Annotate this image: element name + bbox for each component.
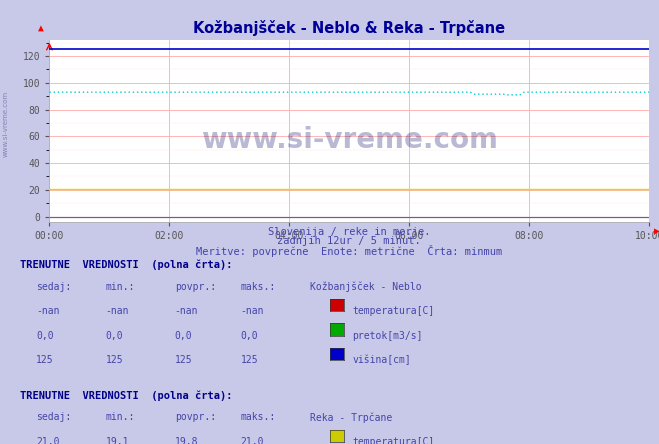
Text: ▶: ▶ [654, 226, 659, 236]
Text: povpr.:: povpr.: [175, 412, 215, 423]
Text: 0,0: 0,0 [36, 330, 54, 341]
Text: Meritve: povprečne  Enote: metrične  Črta: minmum: Meritve: povprečne Enote: metrične Črta:… [196, 245, 502, 257]
Text: povpr.:: povpr.: [175, 282, 215, 292]
Text: zadnjih 12ur / 5 minut.: zadnjih 12ur / 5 minut. [277, 236, 421, 246]
Text: www.si-vreme.com: www.si-vreme.com [201, 126, 498, 154]
Text: 19,1: 19,1 [105, 437, 129, 444]
Text: Kožbanjšček - Neblo & Reka - Trpčane: Kožbanjšček - Neblo & Reka - Trpčane [193, 20, 505, 36]
Text: -nan: -nan [105, 306, 129, 316]
Text: Slovenija / reke in morje.: Slovenija / reke in morje. [268, 227, 430, 238]
Text: 21,0: 21,0 [36, 437, 60, 444]
Text: temperatura[C]: temperatura[C] [353, 437, 435, 444]
Text: temperatura[C]: temperatura[C] [353, 306, 435, 316]
Text: 0,0: 0,0 [105, 330, 123, 341]
Text: 125: 125 [105, 355, 123, 365]
Text: 0,0: 0,0 [241, 330, 258, 341]
Text: Reka - Trpčane: Reka - Trpčane [310, 412, 392, 423]
Text: -nan: -nan [175, 306, 198, 316]
Text: TRENUTNE  VREDNOSTI  (polna črta):: TRENUTNE VREDNOSTI (polna črta): [20, 260, 232, 270]
Text: višina[cm]: višina[cm] [353, 355, 411, 365]
Text: pretok[m3/s]: pretok[m3/s] [353, 330, 423, 341]
Text: sedaj:: sedaj: [36, 282, 71, 292]
Text: 19,8: 19,8 [175, 437, 198, 444]
Text: min.:: min.: [105, 412, 135, 423]
Text: Kožbanjšček - Neblo: Kožbanjšček - Neblo [310, 282, 421, 292]
Text: TRENUTNE  VREDNOSTI  (polna črta):: TRENUTNE VREDNOSTI (polna črta): [20, 391, 232, 401]
Text: 125: 125 [175, 355, 192, 365]
Text: 0,0: 0,0 [175, 330, 192, 341]
Text: 21,0: 21,0 [241, 437, 264, 444]
Text: maks.:: maks.: [241, 412, 275, 423]
Text: 125: 125 [241, 355, 258, 365]
Text: 125: 125 [36, 355, 54, 365]
Text: -nan: -nan [36, 306, 60, 316]
Text: ▲: ▲ [38, 23, 43, 33]
Text: sedaj:: sedaj: [36, 412, 71, 423]
Text: -nan: -nan [241, 306, 264, 316]
Text: www.si-vreme.com: www.si-vreme.com [2, 91, 9, 157]
Text: min.:: min.: [105, 282, 135, 292]
Text: maks.:: maks.: [241, 282, 275, 292]
